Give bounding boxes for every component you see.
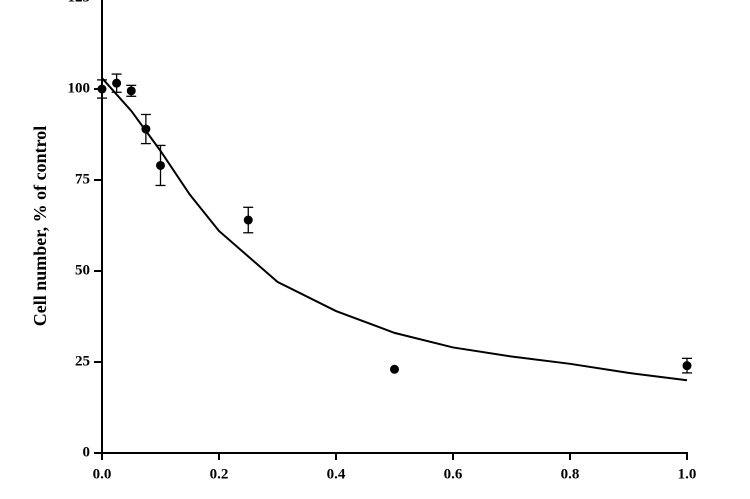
y-tick-label: 25 xyxy=(75,353,90,369)
y-tick-label: 0 xyxy=(83,444,91,460)
x-tick-label: 0.4 xyxy=(327,466,346,482)
fit-curve xyxy=(101,77,688,382)
point xyxy=(126,86,136,96)
y-tick-label: 75 xyxy=(75,171,90,187)
point xyxy=(156,160,165,170)
y-axis-label: Cell number, % of control xyxy=(30,126,50,327)
y-tick-label: 50 xyxy=(75,262,90,278)
x-tick-label: 1.0 xyxy=(678,466,697,482)
y-tick-label: 125 xyxy=(68,0,91,5)
y-tick-label: 100 xyxy=(68,80,91,96)
x-tick-label: 0.0 xyxy=(93,466,112,482)
point xyxy=(243,215,253,225)
x-tick-label: 0.2 xyxy=(210,466,229,482)
point xyxy=(112,78,122,88)
x-tick-label: 0.8 xyxy=(561,466,580,482)
point xyxy=(97,84,107,94)
point xyxy=(682,361,692,371)
point xyxy=(390,364,399,374)
x-tick-label: 0.6 xyxy=(444,466,463,482)
